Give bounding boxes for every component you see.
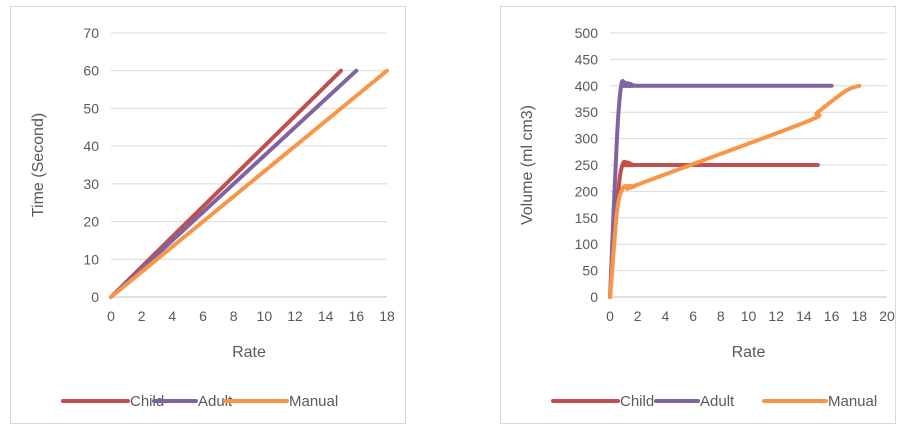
y-tick-label: 100: [575, 236, 599, 252]
x-tick-label: 0: [107, 308, 115, 324]
chart-volume-svg: 0 50 100 150 200 250 300 350 400 450 500 0 2 4 6 8 10 12 1…: [519, 25, 895, 410]
y-axis-title: Volume (ml cm3): [519, 105, 536, 225]
x-tick-label: 10: [257, 308, 273, 324]
x-tick-label: 14: [796, 308, 812, 324]
legend-child-label: Child: [130, 393, 164, 410]
series-line-child: [608, 159, 820, 299]
legend-adult-label: Adult: [198, 393, 233, 410]
x-axis-title: Rate: [232, 344, 266, 361]
y-tick-label: 70: [83, 25, 99, 41]
y-tick-label: 50: [83, 100, 99, 116]
y-tick-label: 50: [582, 263, 598, 279]
x-tick-label: 4: [662, 308, 670, 324]
x-tick-label: 16: [824, 308, 840, 324]
x-tick-label: 16: [349, 308, 365, 324]
x-tick-label: 4: [168, 308, 176, 324]
y-tick-label: 60: [83, 63, 99, 79]
legend-child-label: Child: [620, 393, 654, 410]
chart-volume-vs-rate: 0 50 100 150 200 250 300 350 400 450 500 0 2 4 6 8 10 12 1…: [500, 6, 896, 424]
x-axis-title: Rate: [732, 344, 766, 361]
y-tick-label: 300: [575, 131, 599, 147]
y-tick-label: 30: [83, 176, 99, 192]
x-tick-label: 18: [852, 308, 868, 324]
x-tick-label: 0: [606, 308, 614, 324]
x-tick-label: 12: [768, 308, 784, 324]
y-tick-label: 400: [575, 78, 599, 94]
y-axis-title: Time (Second): [30, 113, 47, 217]
x-tick-label: 6: [689, 308, 697, 324]
y-tick-label: 450: [575, 51, 599, 67]
series-line-manual: [608, 83, 862, 299]
y-tick-label: 250: [575, 157, 599, 173]
x-tick-label: 12: [287, 308, 303, 324]
legend-manual-label: Manual: [828, 393, 877, 410]
y-tick-label: 10: [83, 251, 99, 267]
y-tick-label: 40: [83, 138, 99, 154]
x-tick-label: 20: [879, 308, 895, 324]
y-tick-label: 350: [575, 104, 599, 120]
x-tick-label: 2: [138, 308, 146, 324]
y-tick-label: 500: [575, 25, 599, 41]
legend-manual-label: Manual: [289, 393, 338, 410]
y-tick-label: 20: [83, 214, 99, 230]
series-line-manual: [109, 68, 389, 299]
chart-time-svg: 0 10 20 30 40 50 60 70 0 2 4 6 8 10 12 14 16 18 Rate Time (…: [30, 25, 395, 410]
series-line-adult: [608, 78, 834, 299]
x-tick-label: 6: [199, 308, 207, 324]
x-tick-label: 14: [318, 308, 334, 324]
chart-time-vs-rate: 0 10 20 30 40 50 60 70 0 2 4 6 8 10 12 14 16 18 Rate Time (…: [10, 6, 406, 424]
x-tick-label: 10: [741, 308, 757, 324]
x-tick-label: 8: [230, 308, 238, 324]
y-tick-label: 0: [590, 289, 598, 305]
y-tick-label: 0: [91, 289, 99, 305]
y-tick-label: 150: [575, 210, 599, 226]
x-tick-label: 8: [717, 308, 725, 324]
y-tick-label: 200: [575, 183, 599, 199]
x-tick-label: 18: [379, 308, 395, 324]
series-line-adult: [109, 68, 359, 299]
x-tick-label: 2: [634, 308, 642, 324]
legend-adult-label: Adult: [700, 393, 735, 410]
